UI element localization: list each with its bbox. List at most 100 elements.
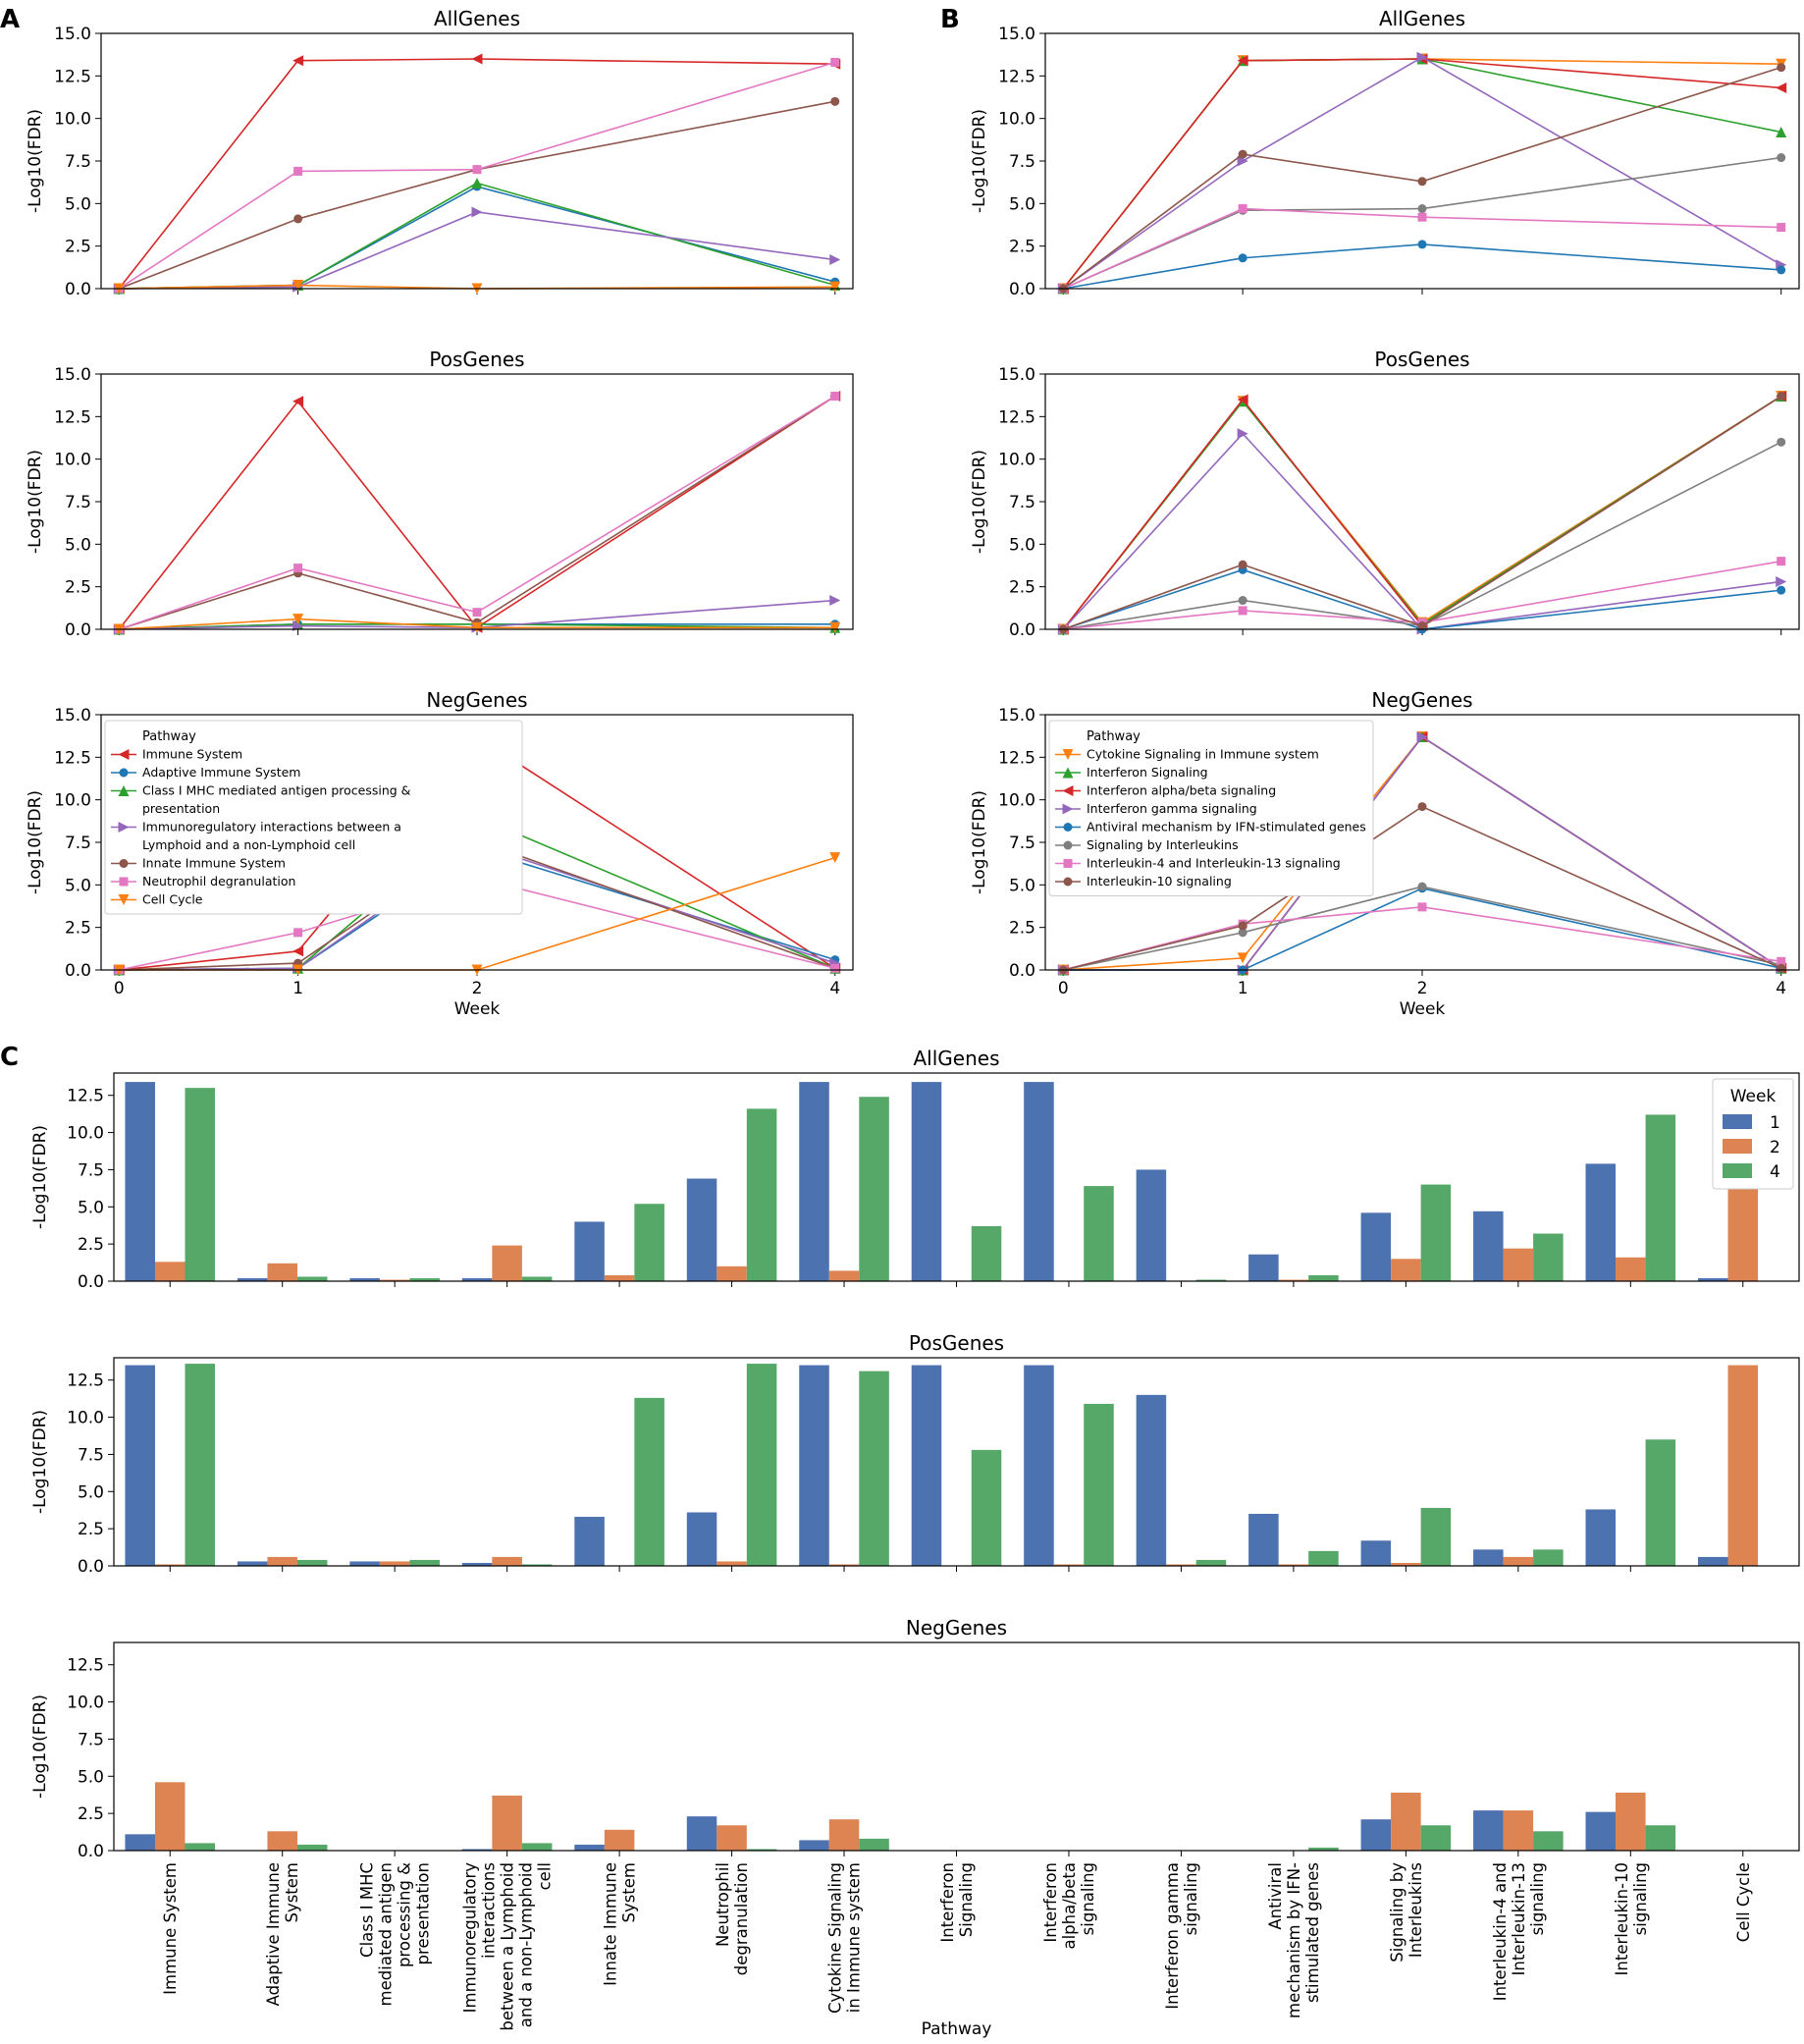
x-tick-label-line: alpha/beta xyxy=(1060,1862,1079,1950)
y-tick-label: 7.5 xyxy=(1009,493,1035,512)
bar xyxy=(409,1277,440,1281)
bar xyxy=(154,1564,186,1566)
data-point xyxy=(292,620,304,632)
bar xyxy=(1053,1564,1085,1566)
x-tick-label: 1 xyxy=(292,979,303,998)
bar xyxy=(1645,1825,1676,1851)
y-tick-label: 10.0 xyxy=(998,791,1035,811)
y-tick-label: 12.5 xyxy=(54,748,91,768)
legend-marker xyxy=(1062,785,1074,796)
bar xyxy=(237,1561,268,1566)
bar-series-week-1 xyxy=(125,1082,1728,1281)
bar-series-week-4 xyxy=(185,1825,1676,1851)
legend-entry: Interleukin-10 signaling xyxy=(1055,874,1232,888)
bar-series-week-1 xyxy=(125,1365,1728,1566)
data-point xyxy=(1777,956,1786,966)
axes-frame xyxy=(1044,32,1800,290)
bar xyxy=(1503,1556,1534,1566)
y-tick-label: 0.0 xyxy=(65,620,91,640)
x-tick-label: Cytokine Signalingin Immune system xyxy=(826,1862,864,2014)
bar xyxy=(1645,1114,1676,1281)
y-tick-label: 2.5 xyxy=(65,578,91,598)
data-point xyxy=(471,206,483,218)
bar xyxy=(1278,1564,1309,1566)
y-tick-label: 12.5 xyxy=(998,748,1035,768)
data-point xyxy=(1417,240,1427,249)
legend-label: Interferon alpha/beta signaling xyxy=(1087,783,1276,798)
bar xyxy=(492,1795,522,1851)
data-point xyxy=(472,165,482,175)
data-point xyxy=(1777,963,1786,973)
x-tick-label-line: Class I MHC xyxy=(358,1862,377,1958)
subplot-title: NegGenes xyxy=(426,688,527,712)
bar xyxy=(604,1274,635,1281)
data-point xyxy=(1776,81,1787,93)
bar xyxy=(1278,1279,1309,1281)
series-Cell Cycle xyxy=(113,614,841,635)
x-tick-label: Interleukin-4 andInterleukin-13signaling xyxy=(1491,1862,1547,2001)
y-axis-label: -Log10(FDR) xyxy=(30,1694,50,1799)
bar xyxy=(1360,1540,1392,1566)
y-tick-label: 12.5 xyxy=(998,407,1035,427)
y-tick-label: 5.0 xyxy=(1009,876,1035,895)
data-point xyxy=(1238,596,1247,606)
bar xyxy=(409,1559,440,1566)
legend-box xyxy=(1048,720,1374,896)
legend-label: Interleukin-4 and Interleukin-13 signali… xyxy=(1087,856,1341,871)
bar xyxy=(461,1562,493,1566)
bar xyxy=(686,1512,717,1566)
legend: Week 1 2 4 xyxy=(1712,1078,1794,1190)
data-point xyxy=(830,392,840,402)
y-tick-label: 12.5 xyxy=(54,407,91,427)
bar xyxy=(746,1108,777,1281)
bar xyxy=(154,1782,186,1851)
x-tick-label: 0 xyxy=(1058,979,1069,998)
series-line xyxy=(118,100,835,290)
bar xyxy=(1697,1556,1728,1566)
bar xyxy=(125,1365,155,1566)
bar xyxy=(1503,1810,1534,1851)
subplot-title: AllGenes xyxy=(434,7,520,30)
legend-entry: Immune System xyxy=(111,747,242,762)
bar xyxy=(1585,1509,1617,1566)
bar xyxy=(686,1816,717,1851)
x-tick-label: 4 xyxy=(1776,979,1786,998)
x-tick-label-line: Antiviral xyxy=(1266,1862,1285,1930)
data-point xyxy=(292,55,304,67)
legend-marker xyxy=(119,768,129,778)
bar xyxy=(492,1556,522,1566)
x-tick-label: Antiviralmechanism by IFN-stimulated gen… xyxy=(1266,1862,1322,2018)
bar xyxy=(379,1561,410,1566)
series-Antiviral mechanism by IFN-stimulated genes xyxy=(1058,240,1786,294)
y-tick-label: 2.5 xyxy=(78,1804,104,1824)
y-tick-label: 5.0 xyxy=(1009,194,1035,214)
bar xyxy=(521,1564,553,1566)
bar xyxy=(521,1843,553,1851)
x-tick-label-line: signaling xyxy=(1528,1862,1547,1935)
legend-label: Cytokine Signaling in Immune system xyxy=(1087,747,1319,762)
y-tick-label: 5.0 xyxy=(1009,535,1035,555)
data-point xyxy=(1237,952,1248,964)
legend-marker xyxy=(1062,749,1074,760)
legend-label: Immunoregulatory interactions between a xyxy=(142,820,401,834)
y-tick-label: 2.5 xyxy=(65,919,91,939)
legend-marker xyxy=(1062,767,1074,779)
x-axis-label: Pathway xyxy=(922,2019,992,2039)
legend-entry: Interferon gamma signaling xyxy=(1055,801,1257,816)
y-tick-label: 7.5 xyxy=(78,1730,104,1749)
y-axis-label: -Log10(FDR) xyxy=(26,109,45,213)
x-tick-label-line: stimulated genes xyxy=(1303,1862,1322,2003)
data-point xyxy=(829,281,841,293)
y-tick-label: 5.0 xyxy=(65,194,91,214)
legend-entry: Neutrophil degranulation xyxy=(111,874,295,888)
legend-label: Class I MHC mediated antigen processing … xyxy=(142,783,411,798)
bar xyxy=(799,1840,829,1851)
x-tick-label-line: Neutrophil xyxy=(714,1862,732,1947)
bar xyxy=(1248,1514,1279,1566)
legend-entry: Cell Cycle xyxy=(111,892,203,907)
bar xyxy=(859,1838,889,1851)
legend-label: 4 xyxy=(1770,1162,1780,1182)
x-tick-label-line: in Immune system xyxy=(845,1862,864,2013)
bar xyxy=(267,1556,297,1566)
x-tick-label: Interferonalpha/betasignaling xyxy=(1041,1862,1097,1950)
